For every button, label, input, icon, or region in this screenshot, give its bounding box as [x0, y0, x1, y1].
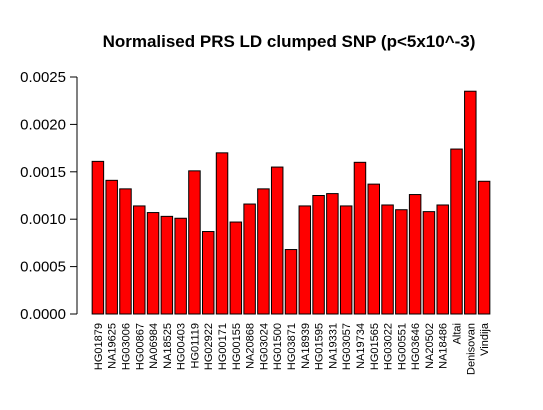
x-tick-label: HG03057: [341, 323, 353, 370]
x-tick-label: HG00403: [176, 323, 188, 370]
y-axis: 0.0000 0.0005 0.0010 0.0015 0.0020 0.0025: [20, 69, 77, 323]
x-tick-label: HG00155: [231, 323, 243, 370]
bar-HG01879: [92, 161, 103, 314]
y-tick-label: 0.0010: [20, 211, 66, 228]
bar-HG01565: [368, 184, 379, 314]
bar-HG01595: [313, 196, 324, 315]
x-tick-label: HG03646: [410, 323, 422, 370]
bar-HG03871: [285, 250, 296, 314]
bar-HG03024: [258, 189, 269, 314]
bar-NA18486: [437, 205, 448, 314]
bar-HG02922: [202, 232, 213, 314]
chart-title: Normalised PRS LD clumped SNP (p<5x10^-3…: [103, 32, 476, 51]
bar-NA06984: [147, 213, 158, 314]
bar-HG01119: [189, 171, 200, 314]
x-tick-label: HG03022: [383, 323, 395, 370]
bars-group: [92, 91, 490, 314]
x-tick-label: HG01500: [272, 323, 284, 370]
x-tick-label: Altai: [452, 323, 464, 344]
bar-NA19625: [106, 180, 117, 314]
bar-HG00403: [175, 218, 186, 314]
bar-HG03006: [120, 189, 131, 314]
x-tick-label: NA19734: [355, 323, 367, 369]
bar-NA19734: [354, 162, 365, 314]
bar-NA18525: [161, 216, 172, 314]
x-tick-label: HG02922: [203, 323, 215, 370]
x-tick-label: HG00171: [217, 323, 229, 370]
y-tick-label: 0.0025: [20, 69, 66, 86]
bar-NA20868: [244, 204, 255, 314]
bar-HG03646: [409, 195, 420, 314]
y-tick-label: 0.0000: [20, 306, 66, 323]
x-tick-label: HG01595: [314, 323, 326, 370]
bar-Denisovan: [465, 91, 476, 314]
x-tick-label: Vindija: [479, 322, 491, 356]
x-tick-label: HG01565: [369, 323, 381, 370]
bar-HG00867: [134, 206, 145, 314]
x-tick-label: NA18486: [438, 323, 450, 369]
bar-Vindija: [478, 181, 489, 314]
y-tick-label: 0.0005: [20, 259, 66, 276]
y-tick-label: 0.0020: [20, 116, 66, 133]
x-tick-label: HG00867: [134, 323, 146, 370]
y-tick-label: 0.0015: [20, 164, 66, 181]
x-tick-label: NA20868: [245, 323, 257, 369]
x-tick-label: NA20502: [424, 323, 436, 369]
x-tick-label: NA19625: [107, 323, 119, 369]
x-tick-label: HG00551: [396, 323, 408, 370]
bar-HG00551: [396, 210, 407, 314]
x-tick-label: HG01879: [93, 323, 105, 370]
bar-NA19331: [327, 194, 338, 314]
bar-HG01500: [271, 167, 282, 314]
x-tick-label: HG03024: [258, 323, 270, 370]
x-tick-label: Denisovan: [465, 323, 477, 375]
bar-HG03022: [382, 205, 393, 314]
x-tick-label: HG03871: [286, 323, 298, 370]
x-tick-label: NA06984: [148, 323, 160, 369]
bar-HG00155: [230, 222, 241, 314]
x-axis-labels: HG01879 NA19625 HG03006 HG00867 NA06984 NA185…: [93, 322, 491, 375]
bar-NA18939: [299, 206, 310, 314]
bar-HG00171: [216, 153, 227, 314]
bar-NA20502: [423, 212, 434, 314]
x-tick-label: HG03006: [120, 323, 132, 370]
bar-HG03057: [340, 206, 351, 314]
x-tick-label: HG01119: [189, 323, 201, 368]
x-tick-label: NA18525: [162, 323, 174, 369]
x-tick-label: NA19331: [327, 323, 339, 369]
bar-Altai: [451, 149, 462, 314]
x-tick-label: NA18939: [300, 323, 312, 369]
